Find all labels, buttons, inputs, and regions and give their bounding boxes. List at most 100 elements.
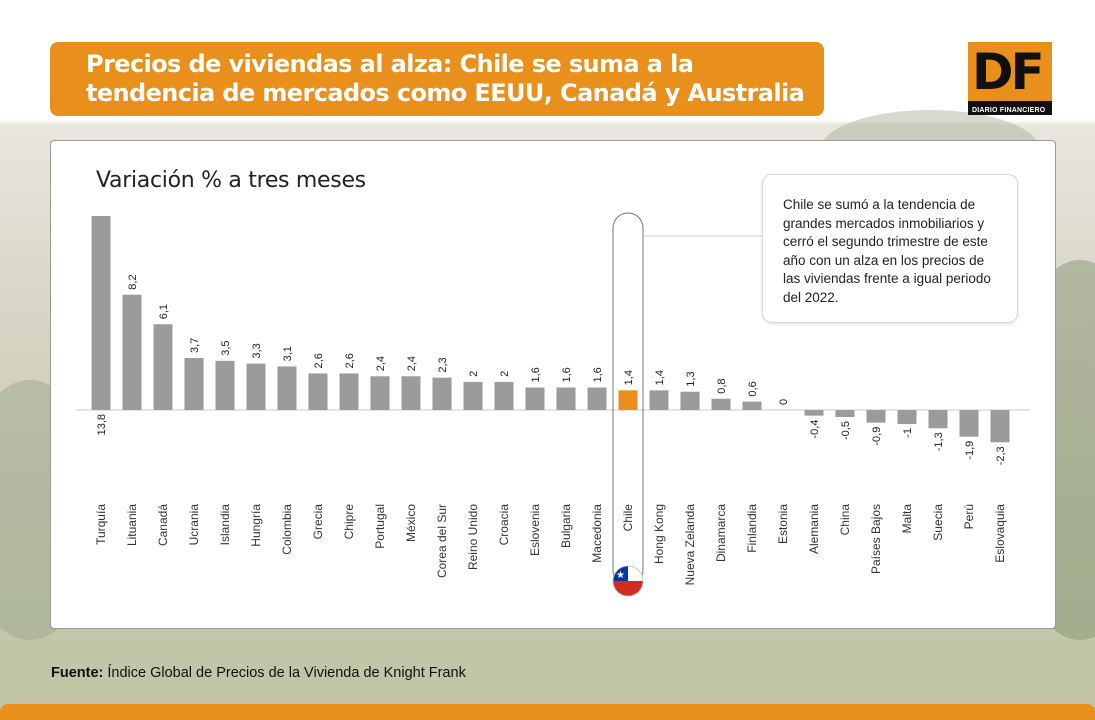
logo-subtitle: DIARIO FINANCIERO	[972, 107, 1046, 114]
data-label: 1,6	[530, 367, 542, 382]
data-label: 1,6	[561, 367, 573, 382]
flag-border	[612, 565, 644, 597]
data-label: 1,3	[685, 371, 697, 386]
data-label: -1,9	[964, 441, 976, 460]
annotation-text: Chile se sumó a la tendencia de grandes …	[783, 197, 991, 305]
category-label: Dinamarca	[714, 504, 728, 562]
category-label: México	[404, 504, 418, 542]
category-label: Reino Unido	[466, 504, 480, 570]
bar	[339, 373, 359, 410]
annotation-box: Chile se sumó a la tendencia de grandes …	[762, 174, 1018, 323]
data-label: -0,9	[871, 427, 883, 446]
data-label: 0,6	[747, 381, 759, 396]
chile-flag-icon: ★	[612, 565, 644, 597]
data-label: -1	[902, 428, 914, 438]
data-label: -0,5	[840, 421, 852, 440]
page-title: Precios de viviendas al alza: Chile se s…	[86, 50, 806, 108]
bar	[711, 398, 731, 410]
bar	[432, 377, 452, 410]
data-label: 2,6	[313, 353, 325, 368]
bar	[680, 391, 700, 410]
bar	[618, 390, 638, 410]
df-logo: DF DIARIO FINANCIERO	[968, 42, 1052, 115]
bar	[246, 363, 266, 410]
category-label: Suecia	[931, 504, 945, 541]
data-label: 3,1	[282, 346, 294, 361]
data-label: 2	[468, 371, 480, 377]
data-label: 0,8	[716, 378, 728, 393]
category-label: Perú	[962, 504, 976, 529]
data-label: 2,4	[375, 356, 387, 371]
title-line-2: tendencia de mercados como EEUU, Canadá …	[86, 79, 805, 107]
category-label: Chile	[621, 504, 635, 532]
category-label: Corea del Sur	[435, 504, 449, 578]
bar	[91, 216, 111, 410]
data-label: 6,1	[158, 304, 170, 319]
data-label: 2	[499, 371, 511, 377]
bar	[184, 357, 204, 410]
chart-title: Variación % a tres meses	[96, 168, 366, 193]
data-label: 2,6	[344, 353, 356, 368]
category-label: Chipre	[342, 504, 356, 540]
data-label: 1,6	[592, 367, 604, 382]
category-label: Bulgaria	[559, 504, 573, 548]
bar	[370, 376, 390, 410]
logo-letters: DF	[972, 43, 1045, 101]
category-label: Finlandia	[745, 504, 759, 553]
category-label: Portugal	[373, 504, 387, 549]
category-label: Croacia	[497, 504, 511, 546]
category-label: Grecia	[311, 504, 325, 540]
flag-star: ★	[616, 570, 625, 581]
bar	[277, 366, 297, 410]
flag-red	[613, 581, 643, 596]
bar	[401, 376, 421, 410]
bar	[556, 387, 576, 410]
source-label: Fuente:	[51, 665, 104, 681]
data-label: 2,3	[437, 357, 449, 372]
category-label: Canadá	[156, 504, 170, 546]
category-label: Islandia	[218, 504, 232, 546]
bar	[742, 401, 762, 410]
bar	[959, 410, 979, 437]
bar	[215, 360, 235, 410]
data-label: 1,4	[623, 370, 635, 385]
data-label: 0	[778, 399, 790, 405]
category-label: Turquía	[94, 504, 108, 545]
bar	[587, 387, 607, 410]
category-label: Alemania	[807, 504, 821, 554]
title-banner: Precios de viviendas al alza: Chile se s…	[50, 42, 824, 116]
bar	[308, 373, 328, 410]
data-label: 3,7	[189, 338, 201, 353]
bar	[835, 410, 855, 418]
data-label: -0,4	[809, 420, 821, 439]
category-label: Lituania	[125, 504, 139, 546]
data-label: 8,2	[127, 274, 139, 289]
bar	[494, 381, 514, 410]
category-label: Nueva Zelanda	[683, 504, 697, 586]
bar	[866, 410, 886, 423]
title-line-1: Precios de viviendas al alza: Chile se s…	[86, 50, 694, 78]
bar	[463, 381, 483, 410]
category-label: Ucrania	[187, 504, 201, 546]
data-label: 13,8	[96, 414, 108, 435]
bar	[122, 294, 142, 410]
bar	[153, 324, 173, 410]
category-label: Eslovenia	[528, 504, 542, 556]
bar	[525, 387, 545, 410]
bar	[990, 410, 1010, 443]
category-label: Eslovaquia	[993, 504, 1007, 563]
data-label: -2,3	[995, 446, 1007, 465]
bottom-bar	[0, 704, 1095, 720]
bar	[897, 410, 917, 425]
data-label: 3,5	[220, 341, 232, 356]
bar	[804, 410, 824, 416]
data-label: 2,4	[406, 356, 418, 371]
data-label: 3,3	[251, 343, 263, 358]
data-label: -1,3	[933, 432, 945, 451]
bar	[928, 410, 948, 429]
category-label: Macedonia	[590, 504, 604, 563]
category-label: Malta	[900, 504, 914, 534]
bar	[649, 390, 669, 410]
category-label: Estonia	[776, 504, 790, 544]
